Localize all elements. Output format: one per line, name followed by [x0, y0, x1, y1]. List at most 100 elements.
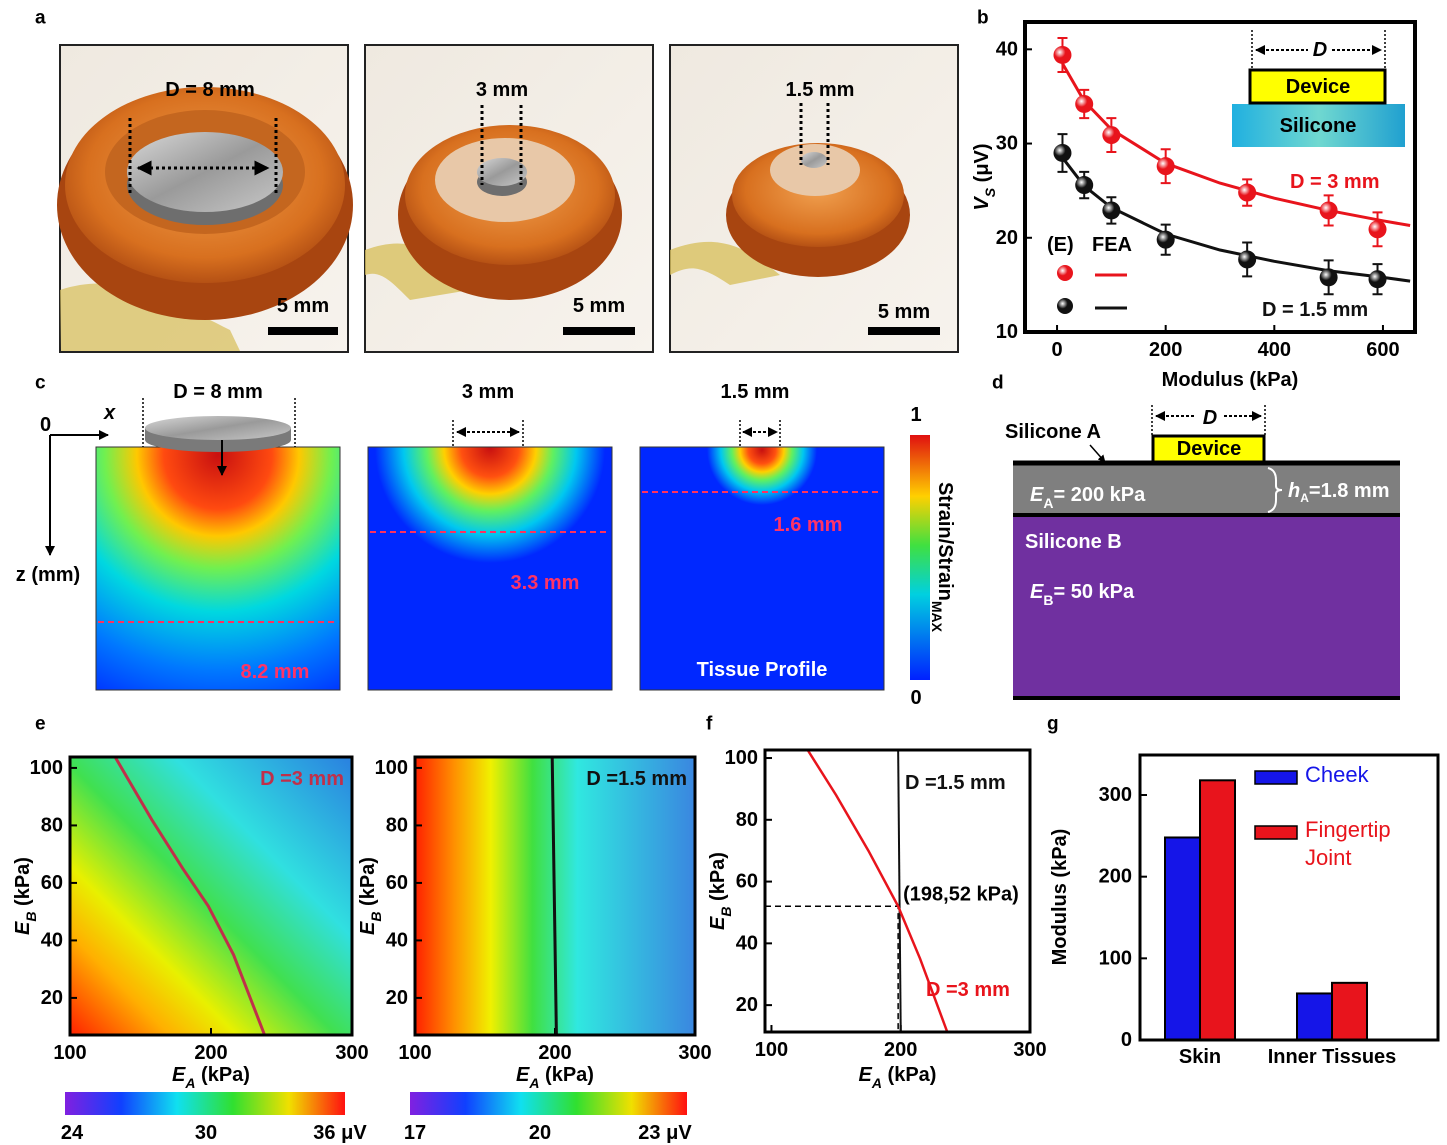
data-point [1053, 144, 1071, 162]
y-tick-label: 20 [736, 994, 758, 1016]
y-tick-label: 80 [386, 814, 408, 836]
map-note: Tissue Profile [697, 659, 828, 681]
axis-label: EA (kPa) [859, 1064, 937, 1091]
x-tick-label: 400 [1258, 339, 1291, 361]
label-part: (kPa) [12, 857, 34, 911]
y-tick-label: 100 [30, 757, 63, 779]
label-part: E [859, 1064, 873, 1086]
label-part: E [1030, 484, 1044, 506]
panel-label: c [35, 373, 46, 394]
bar [1165, 837, 1200, 1040]
inset-label: Silicone [1280, 115, 1357, 137]
depth-label: 3.3 mm [511, 572, 580, 594]
y-tick-label: 60 [736, 871, 758, 893]
legend-entry: Fingertip Joint [1305, 816, 1430, 876]
page: {"figure":{ "panel_labels":["a","b","c",… [0, 0, 1447, 1145]
inset-label: Device [1286, 76, 1351, 98]
legend-header: (E) [1047, 234, 1074, 256]
legend-label: Cheek [1305, 761, 1430, 789]
layer-diagram: Silicone A D Device EA= 200 kPa hA=1.8 m… [1005, 405, 1400, 698]
y-tick-label: 100 [725, 747, 758, 769]
y-tick-label: 40 [996, 38, 1018, 60]
label-part: E [357, 921, 379, 935]
axis-label: EB (kPa) [707, 852, 734, 930]
series-label: D =1.5 mm [586, 768, 687, 790]
photo-caption: 1.5 mm [786, 79, 855, 101]
legend-swatch [1255, 771, 1297, 784]
data-point [1075, 95, 1093, 113]
y-tick-label: 0 [1121, 1029, 1132, 1051]
x-tick-label: 600 [1366, 339, 1399, 361]
label-part: MAX [929, 601, 945, 633]
x-tick-label: 200 [1149, 339, 1182, 361]
x-tick-label: 200 [884, 1039, 917, 1061]
x-tick-label: Skin [1179, 1046, 1221, 1068]
data-point [1320, 268, 1338, 286]
annotation: (198,52 kPa) [903, 883, 1019, 905]
y-tick-label: 40 [41, 929, 63, 951]
y-tick-label: 60 [41, 872, 63, 894]
y-tick-label: 60 [386, 872, 408, 894]
label-part: E [172, 1064, 186, 1086]
label-part: Strain/Strain [934, 482, 956, 601]
axis-label: EB (kPa) [357, 857, 384, 935]
axis-label: EB (kPa) [12, 857, 39, 935]
colorbar [65, 1092, 345, 1115]
label-part: B [23, 912, 39, 922]
y-tick-label: 10 [996, 321, 1018, 343]
label-part: = 200 kPa [1053, 484, 1146, 506]
colorbar-tick-label: 0 [910, 687, 921, 709]
y-tick-label: 300 [1099, 784, 1132, 806]
scale-bar-label: 5 mm [878, 301, 930, 323]
annotation-guide [765, 906, 898, 1032]
x-tick-label: 0 [1051, 339, 1062, 361]
colorbar-tick-label: 1 [910, 404, 921, 426]
y-tick-label: 20 [41, 987, 63, 1009]
data-point [1238, 184, 1256, 202]
colorbar [410, 1092, 687, 1115]
colorbar-label: Strain/StrainMAX [929, 482, 956, 633]
data-point [1102, 201, 1120, 219]
heatmap [70, 757, 352, 1035]
photo: 3 mm 5 mm [365, 45, 653, 352]
map-caption: 1.5 mm [721, 381, 790, 403]
series-label: D = 1.5 mm [1262, 299, 1368, 321]
fea-maps: 0 x z (mm) D = 8 mm 8.2 mm 3 mm 3.3 mm 1… [16, 381, 956, 690]
x-tick-label: 300 [678, 1042, 711, 1064]
label-part: E [516, 1064, 530, 1086]
label-part: (μV) [971, 143, 993, 187]
x-tick-label: 300 [1013, 1039, 1046, 1061]
axis-label: z (mm) [16, 564, 80, 586]
label-part: = 50 kPa [1053, 581, 1135, 603]
data-point [1053, 46, 1071, 64]
axis-label: EA (kPa) [516, 1064, 594, 1091]
colorbar-tick-label: 23 μV [638, 1122, 692, 1144]
y-tick-label: 80 [41, 814, 63, 836]
y-tick-label: 20 [386, 987, 408, 1009]
x-tick-label: 300 [335, 1042, 368, 1064]
panel-label: g [1047, 714, 1059, 735]
photo: 1.5 mm 5 mm [670, 45, 958, 352]
data-point [1369, 270, 1387, 288]
photo: D = 8 mm 5 mm [57, 45, 353, 352]
label-part: (kPa) [707, 852, 729, 906]
axis-origin: 0 [40, 414, 51, 436]
map-caption: 3 mm [462, 381, 514, 403]
dimension-label: D [1203, 407, 1217, 429]
x-tick-label: 100 [755, 1039, 788, 1061]
data-point [1320, 201, 1338, 219]
panel-label: f [706, 714, 713, 735]
series-label: D =3 mm [260, 768, 344, 790]
legend-swatch [1255, 826, 1297, 839]
label-part: h [1288, 480, 1300, 502]
photo-caption: D = 8 mm [165, 79, 254, 101]
panel-label: b [977, 8, 989, 29]
data-point [1238, 250, 1256, 268]
device-label: Device [1177, 438, 1242, 460]
y-tick-label: 30 [996, 133, 1018, 155]
axis-label: EA (kPa) [172, 1064, 250, 1091]
label-part: A [1300, 491, 1309, 505]
legend-swatch [1057, 298, 1073, 314]
layer-label: Silicone B [1025, 531, 1122, 553]
colorbar-tick-label: 17 [404, 1122, 426, 1144]
